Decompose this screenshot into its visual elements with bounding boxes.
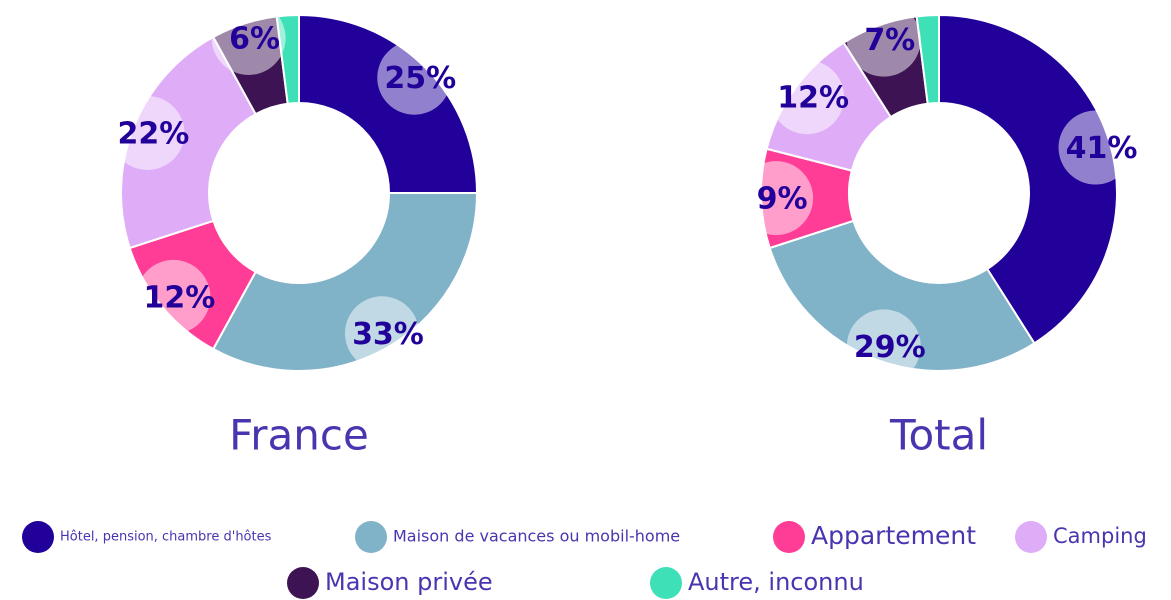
label-bubble bbox=[377, 40, 452, 115]
legend-label: Appartement bbox=[811, 521, 976, 550]
slice bbox=[938, 13, 1118, 345]
label-bubble bbox=[846, 2, 921, 77]
legend-swatch bbox=[287, 567, 319, 599]
legend-swatch bbox=[355, 521, 387, 553]
legend-swatch bbox=[1015, 521, 1047, 553]
data-label: 41% bbox=[1066, 131, 1138, 166]
data-label: 9% bbox=[757, 182, 808, 217]
legend-swatch bbox=[650, 567, 682, 599]
slice bbox=[120, 35, 257, 250]
data-label: 12% bbox=[144, 280, 216, 315]
label-bubble bbox=[770, 60, 845, 135]
legend-swatch bbox=[22, 521, 54, 553]
data-label: 25% bbox=[384, 61, 456, 96]
label-bubble bbox=[211, 0, 286, 75]
slice bbox=[915, 13, 940, 105]
legend-label: Hôtel, pension, chambre d'hôtes bbox=[60, 530, 272, 545]
data-label: 6% bbox=[229, 21, 280, 56]
data-label: 22% bbox=[118, 116, 190, 151]
legend-label: Maison privée bbox=[325, 568, 493, 596]
label-bubble bbox=[739, 161, 814, 236]
data-label: 7% bbox=[864, 23, 915, 58]
slice bbox=[768, 219, 1036, 372]
label-bubble bbox=[110, 95, 185, 170]
data-label: 33% bbox=[352, 317, 424, 352]
legend-label: Camping bbox=[1053, 524, 1147, 548]
slice bbox=[298, 13, 479, 194]
data-label: 12% bbox=[777, 81, 849, 116]
chart-title: France bbox=[229, 411, 369, 460]
label-bubble bbox=[1058, 110, 1133, 185]
label-bubble bbox=[846, 309, 921, 384]
slice bbox=[211, 192, 479, 372]
data-label: 29% bbox=[854, 330, 926, 365]
legend-swatch bbox=[773, 521, 805, 553]
label-bubble bbox=[136, 259, 211, 334]
legend-label: Autre, inconnu bbox=[688, 568, 864, 596]
legend-label: Maison de vacances ou mobil-home bbox=[393, 527, 680, 546]
label-bubble bbox=[344, 296, 419, 371]
chart-title: Total bbox=[889, 411, 988, 460]
